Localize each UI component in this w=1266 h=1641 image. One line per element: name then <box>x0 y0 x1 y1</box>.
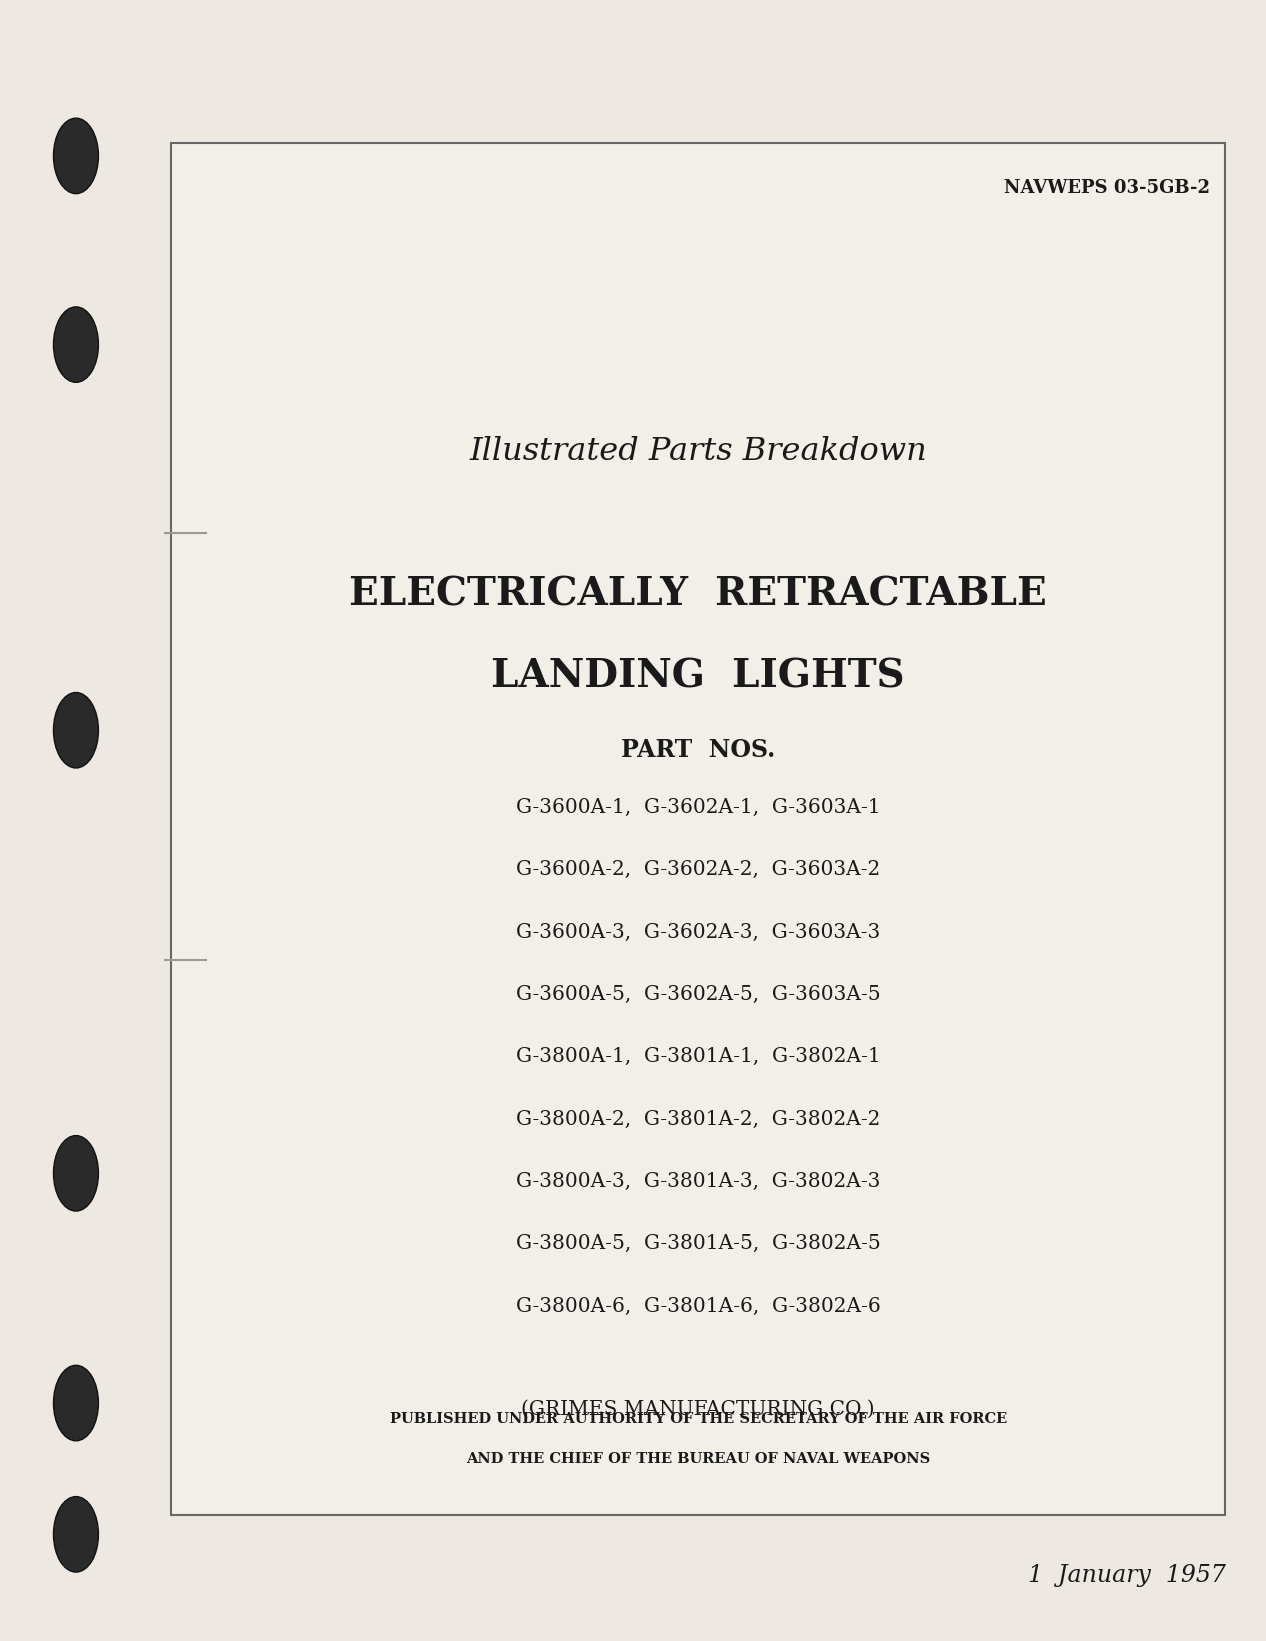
Ellipse shape <box>53 693 99 768</box>
Text: G-3800A-2,  G-3801A-2,  G-3802A-2: G-3800A-2, G-3801A-2, G-3802A-2 <box>517 1109 880 1129</box>
Text: 1  January  1957: 1 January 1957 <box>1028 1564 1225 1587</box>
Text: G-3600A-3,  G-3602A-3,  G-3603A-3: G-3600A-3, G-3602A-3, G-3603A-3 <box>517 922 880 942</box>
Text: LANDING  LIGHTS: LANDING LIGHTS <box>491 656 905 696</box>
Text: NAVWEPS 03-5GB-2: NAVWEPS 03-5GB-2 <box>1004 179 1210 197</box>
Text: Illustrated Parts Breakdown: Illustrated Parts Breakdown <box>470 437 927 466</box>
Ellipse shape <box>53 1497 99 1572</box>
Ellipse shape <box>53 118 99 194</box>
Text: PUBLISHED UNDER AUTHORITY OF THE SECRETARY OF THE AIR FORCE: PUBLISHED UNDER AUTHORITY OF THE SECRETA… <box>390 1413 1006 1426</box>
Text: G-3800A-1,  G-3801A-1,  G-3802A-1: G-3800A-1, G-3801A-1, G-3802A-1 <box>515 1047 881 1067</box>
Text: AND THE CHIEF OF THE BUREAU OF NAVAL WEAPONS: AND THE CHIEF OF THE BUREAU OF NAVAL WEA… <box>466 1452 931 1465</box>
Text: G-3600A-1,  G-3602A-1,  G-3603A-1: G-3600A-1, G-3602A-1, G-3603A-1 <box>515 798 881 817</box>
Text: (GRIMES MANUFACTURING CO.): (GRIMES MANUFACTURING CO.) <box>522 1400 875 1419</box>
Bar <box>171 143 1225 1515</box>
Text: G-3800A-6,  G-3801A-6,  G-3802A-6: G-3800A-6, G-3801A-6, G-3802A-6 <box>515 1296 881 1316</box>
Ellipse shape <box>53 307 99 382</box>
Ellipse shape <box>53 1365 99 1441</box>
Text: G-3800A-3,  G-3801A-3,  G-3802A-3: G-3800A-3, G-3801A-3, G-3802A-3 <box>517 1172 880 1191</box>
Text: PART  NOS.: PART NOS. <box>622 738 775 761</box>
Text: ELECTRICALLY  RETRACTABLE: ELECTRICALLY RETRACTABLE <box>349 574 1047 614</box>
Text: G-3600A-2,  G-3602A-2,  G-3603A-2: G-3600A-2, G-3602A-2, G-3603A-2 <box>517 860 880 880</box>
Text: G-3600A-5,  G-3602A-5,  G-3603A-5: G-3600A-5, G-3602A-5, G-3603A-5 <box>515 985 881 1004</box>
Ellipse shape <box>53 1136 99 1211</box>
Text: G-3800A-5,  G-3801A-5,  G-3802A-5: G-3800A-5, G-3801A-5, G-3802A-5 <box>515 1234 881 1254</box>
